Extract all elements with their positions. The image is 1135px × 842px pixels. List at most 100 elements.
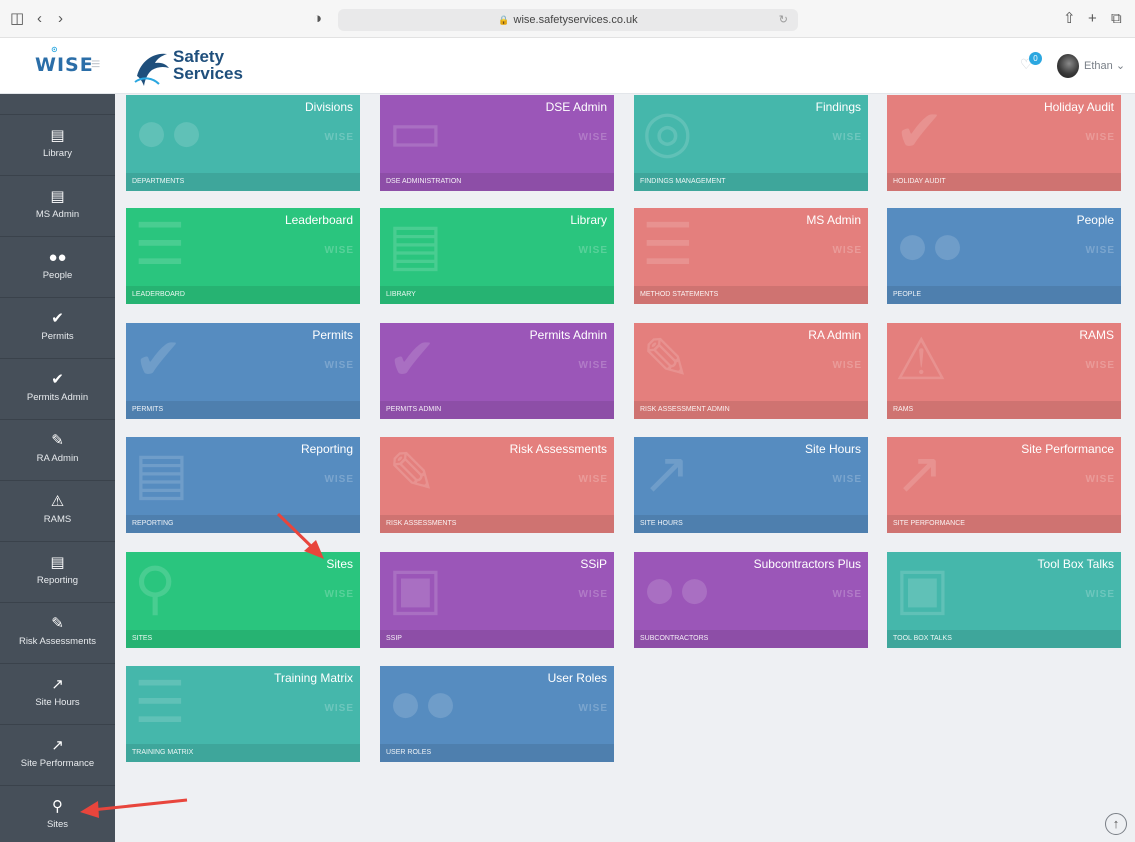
sidebar-item-site-performance[interactable]: ↗ Site Performance [0, 725, 115, 786]
forward-icon[interactable]: › [58, 10, 63, 27]
tile-holiday-audit[interactable]: ✔ Holiday Audit WISE HOLIDAY AUDIT [887, 95, 1121, 191]
tile-watermark: WISE [1085, 589, 1115, 600]
dolphin-logo-icon[interactable] [133, 46, 173, 88]
sidebar-item-people[interactable]: ●● People [0, 237, 115, 298]
chart-icon: ↗ [51, 676, 64, 693]
tile-watermark: WISE [832, 132, 862, 143]
tile-watermark: WISE [324, 474, 354, 485]
tile-title: Training Matrix [274, 671, 353, 685]
users-icon: ●● [642, 556, 713, 621]
tile-footer: LEADERBOARD [126, 286, 360, 304]
tile-watermark: WISE [578, 589, 608, 600]
tile-title: DSE Admin [545, 100, 607, 114]
tile-watermark: WISE [832, 360, 862, 371]
tile-tool-box-talks[interactable]: ▣ Tool Box Talks WISE TOOL BOX TALKS [887, 552, 1121, 648]
tile-training-matrix[interactable]: ☰ Training Matrix WISE TRAINING MATRIX [126, 666, 360, 762]
sidebar-item-hidden[interactable] [0, 94, 115, 115]
hamburger-icon[interactable]: ≡ [91, 56, 101, 73]
tile-footer: RISK ASSESSMENTS [380, 515, 614, 533]
document-icon: ▤ [50, 554, 65, 571]
chart-icon: ↗ [895, 441, 944, 506]
tile-title: RAMS [1079, 328, 1114, 342]
pencil-icon: ✎ [642, 327, 691, 392]
sidebar-item-label: Sites [46, 819, 69, 830]
tile-ssip[interactable]: ▣ SSiP WISE SSIP [380, 552, 614, 648]
check-icon: ✔ [51, 371, 64, 388]
avatar[interactable] [1057, 54, 1079, 78]
sidebar-item-ra-admin[interactable]: ✎ RA Admin [0, 420, 115, 481]
wise-logo[interactable]: ⊙ WISE [35, 45, 94, 76]
tile-footer: TOOL BOX TALKS [887, 630, 1121, 648]
tile-people[interactable]: ●● People WISE PEOPLE [887, 208, 1121, 304]
back-icon[interactable]: ‹ [37, 10, 42, 27]
sidebar-item-reporting[interactable]: ▤ Reporting [0, 542, 115, 603]
book-icon: ▤ [388, 212, 443, 277]
tile-footer: SITES [126, 630, 360, 648]
tile-site-performance[interactable]: ↗ Site Performance WISE SITE PERFORMANCE [887, 437, 1121, 533]
pencil-icon: ✎ [51, 432, 64, 449]
sidebar-item-permits[interactable]: ✔ Permits [0, 298, 115, 359]
address-bar[interactable]: 🔒 wise.safetyservices.co.uk ↻ [338, 9, 798, 31]
pencil-icon: ✎ [51, 615, 64, 632]
sidebar-item-ms-admin[interactable]: ▤ MS Admin [0, 176, 115, 237]
sidebar-icon[interactable]: ◫ [10, 10, 25, 27]
tile-divisions[interactable]: ●● Divisions WISE DEPARTMENTS [126, 95, 360, 191]
tile-footer: RISK ASSESSMENT ADMIN [634, 401, 868, 419]
tile-title: Library [570, 213, 607, 227]
tile-footer: LIBRARY [380, 286, 614, 304]
new-tab-icon[interactable]: + [1088, 10, 1097, 27]
sidebar-item-rams[interactable]: ⚠ RAMS [0, 481, 115, 542]
check-icon: ✔ [388, 327, 437, 392]
sidebar-item-label: RA Admin [36, 453, 79, 464]
sidebar-item-permits-admin[interactable]: ✔ Permits Admin [0, 359, 115, 420]
tile-sites[interactable]: ⚲ Sites WISE SITES [126, 552, 360, 648]
users-icon: ●● [134, 99, 205, 164]
tile-footer: HOLIDAY AUDIT [887, 173, 1121, 191]
sidebar-item-label: Site Hours [35, 697, 80, 708]
notification-badge: 0 [1029, 52, 1042, 65]
reload-icon[interactable]: ↻ [778, 14, 788, 26]
check-icon: ✔ [51, 310, 64, 327]
sidebar-item-sites[interactable]: ⚲ Sites [0, 786, 115, 842]
tile-title: Divisions [304, 100, 353, 114]
tile-title: Site Hours [804, 442, 861, 456]
shield-icon[interactable]: ◑ [313, 10, 323, 27]
scroll-top-button[interactable]: ↑ [1105, 813, 1127, 835]
sidebar-item-library[interactable]: ▤ Library [0, 115, 115, 176]
tile-leaderboard[interactable]: ☰ Leaderboard WISE LEADERBOARD [126, 208, 360, 304]
tile-library[interactable]: ▤ Library WISE LIBRARY [380, 208, 614, 304]
tile-watermark: WISE [324, 703, 354, 714]
tile-site-hours[interactable]: ↗ Site Hours WISE SITE HOURS [634, 437, 868, 533]
tile-title: RA Admin [808, 328, 861, 342]
sidebar-item-site-hours[interactable]: ↗ Site Hours [0, 664, 115, 725]
eye-icon: ◎ [642, 99, 693, 164]
tile-dse-admin[interactable]: ▭ DSE Admin WISE DSE ADMINISTRATION [380, 95, 614, 191]
tile-title: Sites [326, 557, 353, 571]
tile-subcontractors-plus[interactable]: ●● Subcontractors Plus WISE SUBCONTRACTORS [634, 552, 868, 648]
list-icon: ☰ [134, 670, 186, 735]
tile-findings[interactable]: ◎ Findings WISE FINDINGS MANAGEMENT [634, 95, 868, 191]
share-icon[interactable]: ⇧ [1063, 10, 1076, 27]
briefcase-icon: ▣ [895, 556, 950, 621]
sidebar-item-label: Reporting [36, 575, 79, 586]
tile-watermark: WISE [324, 589, 354, 600]
tabs-icon[interactable]: ⧉ [1111, 10, 1122, 27]
sidebar-item-risk-assessments[interactable]: ✎ Risk Assessments [0, 603, 115, 664]
tile-permits-admin[interactable]: ✔ Permits Admin WISE PERMITS ADMIN [380, 323, 614, 419]
tile-reporting[interactable]: ▤ Reporting WISE REPORTING [126, 437, 360, 533]
user-name: Ethan [1084, 60, 1113, 72]
tile-ms-admin[interactable]: ☰ MS Admin WISE METHOD STATEMENTS [634, 208, 868, 304]
sidebar-item-label: RAMS [43, 514, 72, 525]
tile-ra-admin[interactable]: ✎ RA Admin WISE RISK ASSESSMENT ADMIN [634, 323, 868, 419]
tile-watermark: WISE [324, 245, 354, 256]
company-name[interactable]: Safety Services [173, 48, 243, 82]
tile-user-roles[interactable]: ●● User Roles WISE USER ROLES [380, 666, 614, 762]
tile-rams[interactable]: ⚠ RAMS WISE RAMS [887, 323, 1121, 419]
tile-watermark: WISE [578, 245, 608, 256]
tile-risk-assessments[interactable]: ✎ Risk Assessments WISE RISK ASSESSMENTS [380, 437, 614, 533]
monitor-icon: ▭ [388, 99, 443, 164]
notifications-button[interactable]: ♡ 0 [1020, 52, 1042, 76]
users-icon: ●● [48, 249, 67, 266]
user-menu[interactable]: Ethan ⌄ [1084, 59, 1125, 72]
tile-permits[interactable]: ✔ Permits WISE PERMITS [126, 323, 360, 419]
